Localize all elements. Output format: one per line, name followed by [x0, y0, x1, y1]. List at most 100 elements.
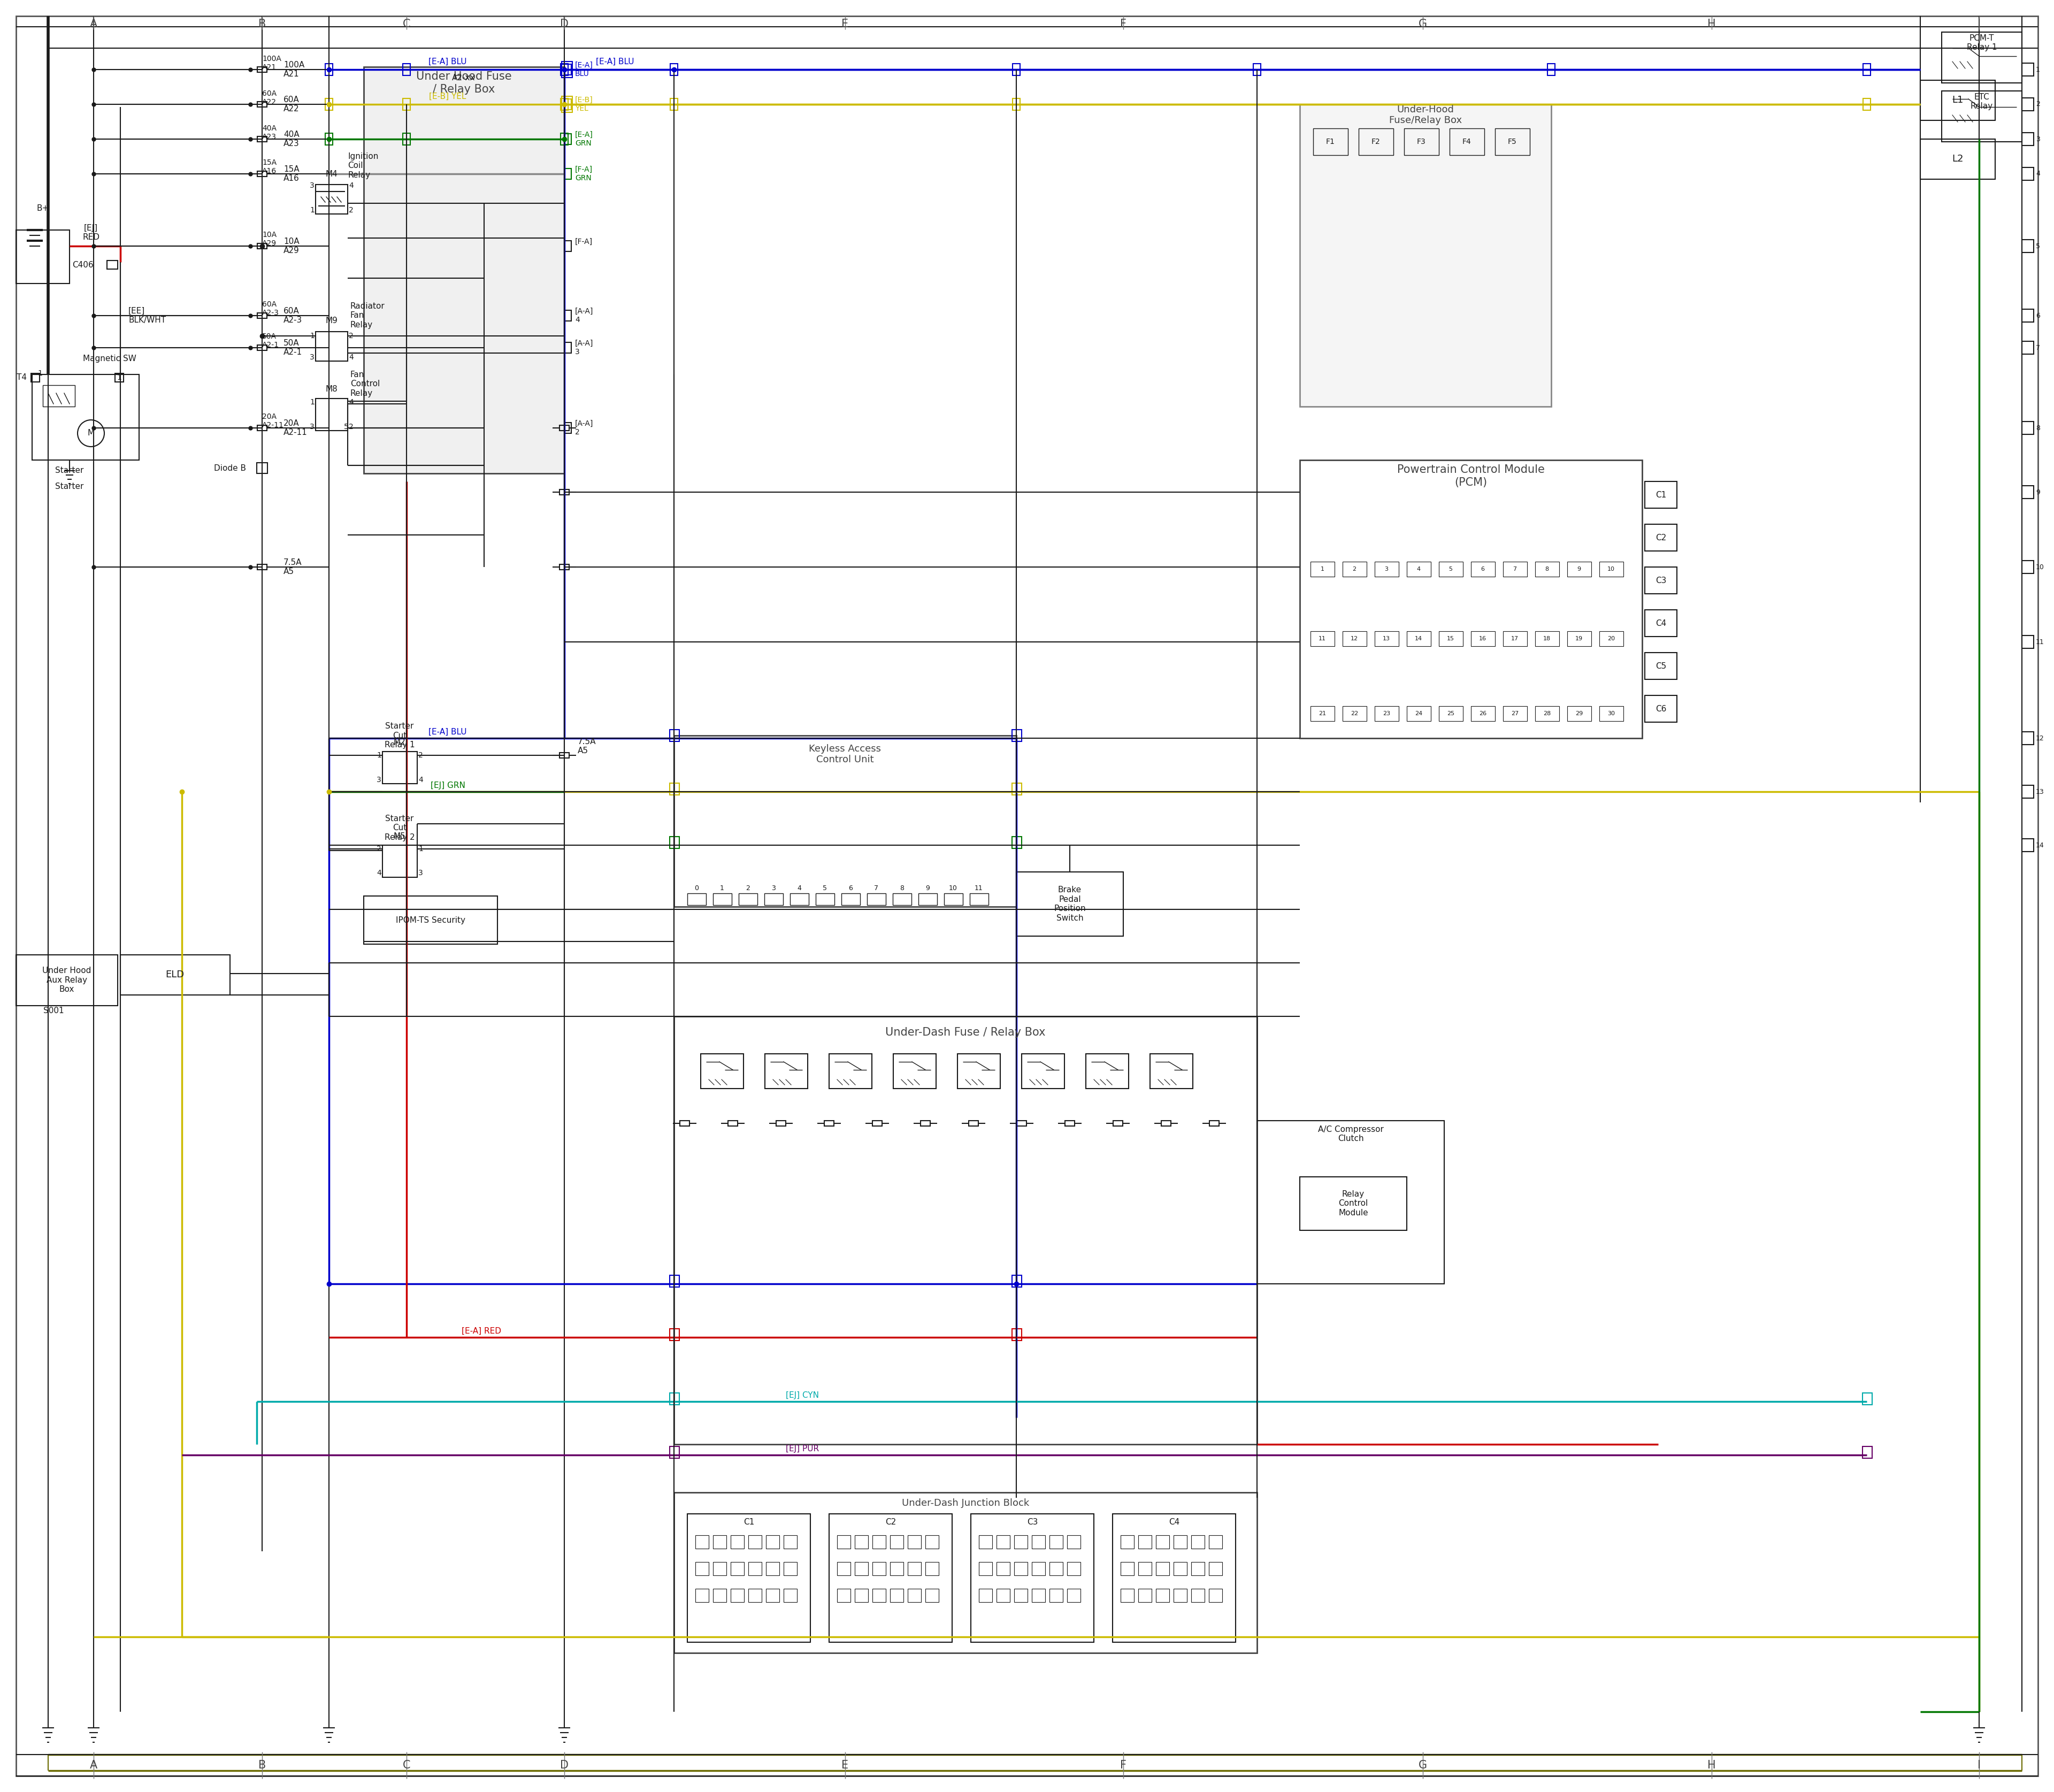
Text: C: C [403, 1760, 411, 1770]
Bar [670, 1276, 680, 1287]
Bar [996, 1590, 1011, 1602]
Text: 7: 7 [875, 885, 879, 891]
Text: 11: 11 [2036, 638, 2044, 645]
Bar [1310, 631, 1335, 647]
Bar [889, 1563, 904, 1575]
Bar [1300, 461, 1641, 738]
Text: D: D [561, 18, 569, 29]
Bar [1138, 1563, 1152, 1575]
Bar [1405, 129, 1440, 156]
Bar [364, 896, 497, 944]
Bar [1300, 104, 1551, 407]
Bar [121, 955, 230, 995]
Bar [1191, 1563, 1204, 1575]
Bar [2021, 310, 2033, 323]
Bar [873, 1590, 885, 1602]
Text: 7.5A
A5: 7.5A A5 [283, 559, 302, 575]
Text: H: H [1707, 1760, 1715, 1770]
Text: 5: 5 [824, 885, 828, 891]
Text: 15A
A16: 15A A16 [263, 159, 277, 176]
Text: F3: F3 [1417, 138, 1425, 145]
Text: 25: 25 [1446, 711, 1454, 717]
Text: Under-Dash Junction Block: Under-Dash Junction Block [902, 1498, 1029, 1507]
Text: 14: 14 [1415, 636, 1421, 642]
Text: 2: 2 [1352, 566, 1356, 572]
Bar [1567, 706, 1592, 720]
Text: Keyless Access
Control Unit: Keyless Access Control Unit [809, 744, 881, 765]
Bar [1015, 1563, 1027, 1575]
Bar [1210, 1563, 1222, 1575]
Bar [1920, 81, 1994, 120]
Bar [727, 1120, 737, 1125]
Bar [1013, 729, 1021, 742]
Bar [1050, 1536, 1062, 1548]
Bar [1310, 706, 1335, 720]
Text: 100A
A21: 100A A21 [263, 56, 281, 72]
Text: 11: 11 [976, 885, 984, 891]
Bar [33, 375, 140, 461]
Text: 3: 3 [310, 423, 314, 430]
Bar [16, 229, 70, 283]
Bar [1068, 1590, 1080, 1602]
Bar [2021, 99, 2033, 111]
Text: [E-B]
YEL: [E-B] YEL [575, 97, 594, 113]
Bar [1863, 1392, 1871, 1405]
Bar [1471, 561, 1495, 577]
Text: C4: C4 [1169, 1518, 1179, 1525]
Bar [893, 894, 912, 905]
Text: 8: 8 [900, 885, 904, 891]
Text: F: F [1119, 18, 1126, 29]
Text: Diode B: Diode B [214, 464, 246, 471]
Bar [1121, 1590, 1134, 1602]
Text: [EJ]
RED: [EJ] RED [82, 224, 99, 242]
Bar [926, 1536, 939, 1548]
Text: 24: 24 [1415, 711, 1421, 717]
Bar [107, 260, 117, 269]
Bar [559, 564, 569, 570]
Text: 4: 4 [349, 398, 353, 407]
Bar [893, 1054, 937, 1088]
Text: A2-xx: A2-xx [452, 73, 474, 82]
Bar [748, 1536, 762, 1548]
Bar [1310, 561, 1335, 577]
Bar [670, 1328, 680, 1340]
Bar [969, 1120, 978, 1125]
Bar [785, 1563, 797, 1575]
Text: 21: 21 [1319, 711, 1327, 717]
Text: C1: C1 [744, 1518, 754, 1525]
Bar [731, 1536, 744, 1548]
Text: M4: M4 [325, 170, 337, 177]
Text: C1: C1 [1656, 491, 1666, 498]
Bar [257, 314, 267, 319]
Bar [1343, 561, 1366, 577]
Bar [257, 66, 267, 72]
Text: 10A
A29: 10A A29 [283, 237, 300, 254]
Bar [1113, 1120, 1124, 1125]
Bar [561, 133, 569, 145]
Text: M8: M8 [325, 385, 337, 394]
Bar [873, 1563, 885, 1575]
Text: 10: 10 [949, 885, 957, 891]
Bar [1863, 1446, 1871, 1459]
Bar [838, 1590, 850, 1602]
Bar [1941, 32, 2021, 82]
Text: 7: 7 [2036, 344, 2040, 351]
Bar [1534, 631, 1559, 647]
Bar [316, 398, 347, 430]
Text: 29: 29 [1575, 711, 1584, 717]
Text: 2: 2 [349, 332, 353, 340]
Bar [926, 1590, 939, 1602]
Text: 60A
A2-3: 60A A2-3 [263, 301, 279, 317]
Bar [1013, 1328, 1021, 1340]
Bar [561, 61, 573, 77]
Bar [325, 65, 333, 75]
Bar [257, 462, 267, 473]
Text: T4: T4 [16, 375, 27, 382]
Bar [670, 65, 678, 75]
Bar [1173, 1536, 1187, 1548]
Text: 50A
A2-1: 50A A2-1 [263, 333, 279, 349]
Text: 5: 5 [345, 423, 349, 430]
Bar [1567, 561, 1592, 577]
Text: C3: C3 [1027, 1518, 1037, 1525]
Bar [873, 1536, 885, 1548]
